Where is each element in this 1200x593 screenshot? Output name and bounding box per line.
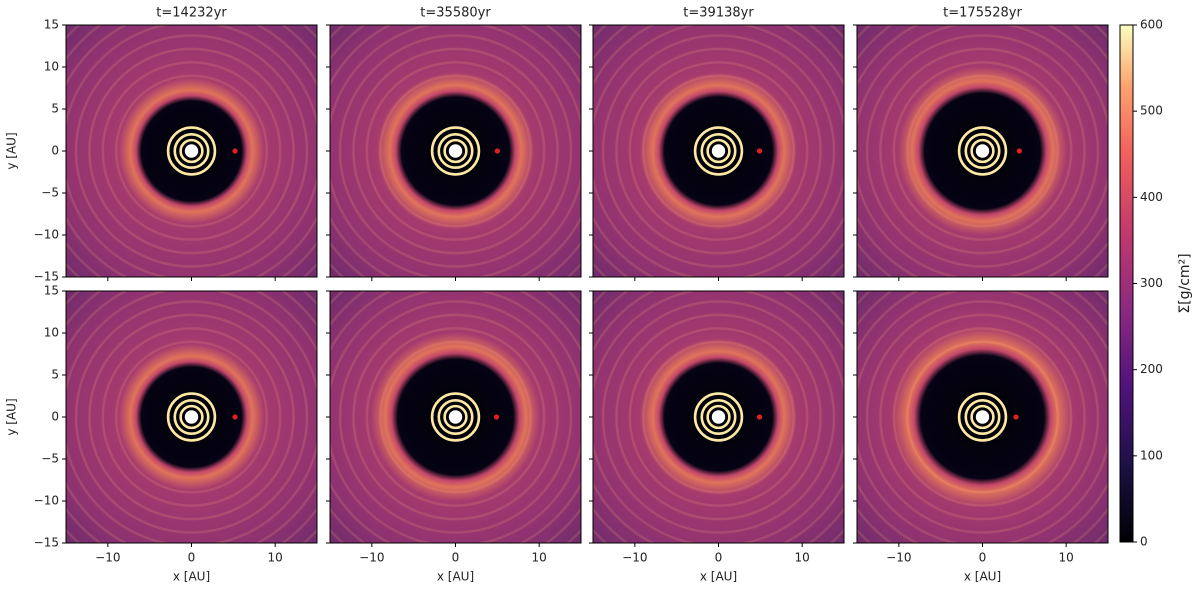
x-tick-label: 0 bbox=[452, 551, 460, 565]
colorbar-tick-label: 300 bbox=[1140, 276, 1163, 290]
x-axis-label: x [AU] bbox=[700, 570, 737, 584]
y-tick-label: −5 bbox=[41, 186, 59, 200]
colorbar-tick-label: 0 bbox=[1140, 535, 1148, 549]
planet bbox=[1013, 414, 1019, 420]
y-tick-label: 0 bbox=[51, 410, 59, 424]
y-axis-label: y [AU] bbox=[5, 132, 19, 169]
colorbar bbox=[1119, 24, 1134, 543]
y-tick-label: 5 bbox=[51, 102, 59, 116]
panel bbox=[593, 25, 844, 277]
x-axis-label: x [AU] bbox=[173, 570, 210, 584]
x-tick-label: 0 bbox=[715, 551, 723, 565]
panel-title: t=35580yr bbox=[420, 6, 491, 21]
x-tick-label: 10 bbox=[1059, 551, 1074, 565]
y-tick-label: 0 bbox=[51, 144, 59, 158]
y-tick-label: −5 bbox=[41, 452, 59, 466]
panel bbox=[330, 25, 581, 277]
panel bbox=[857, 25, 1108, 277]
x-tick-label: 0 bbox=[188, 551, 196, 565]
colorbar-tick-label: 200 bbox=[1140, 362, 1163, 376]
panel-title: t=175528yr bbox=[943, 6, 1022, 21]
x-tick-label: 10 bbox=[268, 551, 283, 565]
y-tick-label: −10 bbox=[34, 494, 59, 508]
y-tick-label: 15 bbox=[44, 284, 59, 298]
x-tick-label: −10 bbox=[95, 551, 120, 565]
x-axis-label: x [AU] bbox=[964, 570, 1001, 584]
x-tick-label: 0 bbox=[979, 551, 987, 565]
x-tick-label: −10 bbox=[359, 551, 384, 565]
y-tick-label: −15 bbox=[34, 536, 59, 550]
x-tick-label: −10 bbox=[622, 551, 647, 565]
x-axis-label: x [AU] bbox=[437, 570, 474, 584]
planet bbox=[756, 414, 763, 420]
panel bbox=[66, 25, 317, 277]
panel bbox=[593, 291, 844, 543]
y-tick-label: −15 bbox=[34, 270, 59, 284]
y-tick-label: 10 bbox=[44, 60, 59, 74]
colorbar-tick-label: 600 bbox=[1140, 18, 1163, 32]
colorbar-tick-label: 400 bbox=[1140, 190, 1163, 204]
planet bbox=[756, 148, 763, 154]
colorbar-tick-label: 500 bbox=[1140, 104, 1163, 118]
colorbar-tick-label: 100 bbox=[1140, 448, 1163, 462]
x-tick-label: 10 bbox=[532, 551, 547, 565]
panel-title: t=14232yr bbox=[156, 6, 227, 21]
planet bbox=[493, 414, 500, 420]
y-tick-label: 10 bbox=[44, 326, 59, 340]
panel bbox=[330, 291, 581, 543]
planet bbox=[494, 148, 500, 154]
planet bbox=[1016, 148, 1022, 154]
x-tick-label: −10 bbox=[886, 551, 911, 565]
colorbar-label: Σ[g/cm²] bbox=[1177, 253, 1193, 313]
panel-title: t=39138yr bbox=[683, 6, 754, 21]
panel bbox=[66, 291, 317, 543]
y-tick-label: 5 bbox=[51, 368, 59, 382]
y-tick-label: 15 bbox=[44, 18, 59, 32]
panel bbox=[857, 291, 1108, 543]
x-tick-label: 10 bbox=[795, 551, 810, 565]
y-axis-label: y [AU] bbox=[5, 398, 19, 435]
planet bbox=[232, 414, 238, 420]
planet bbox=[232, 148, 238, 154]
y-tick-label: −10 bbox=[34, 228, 59, 242]
